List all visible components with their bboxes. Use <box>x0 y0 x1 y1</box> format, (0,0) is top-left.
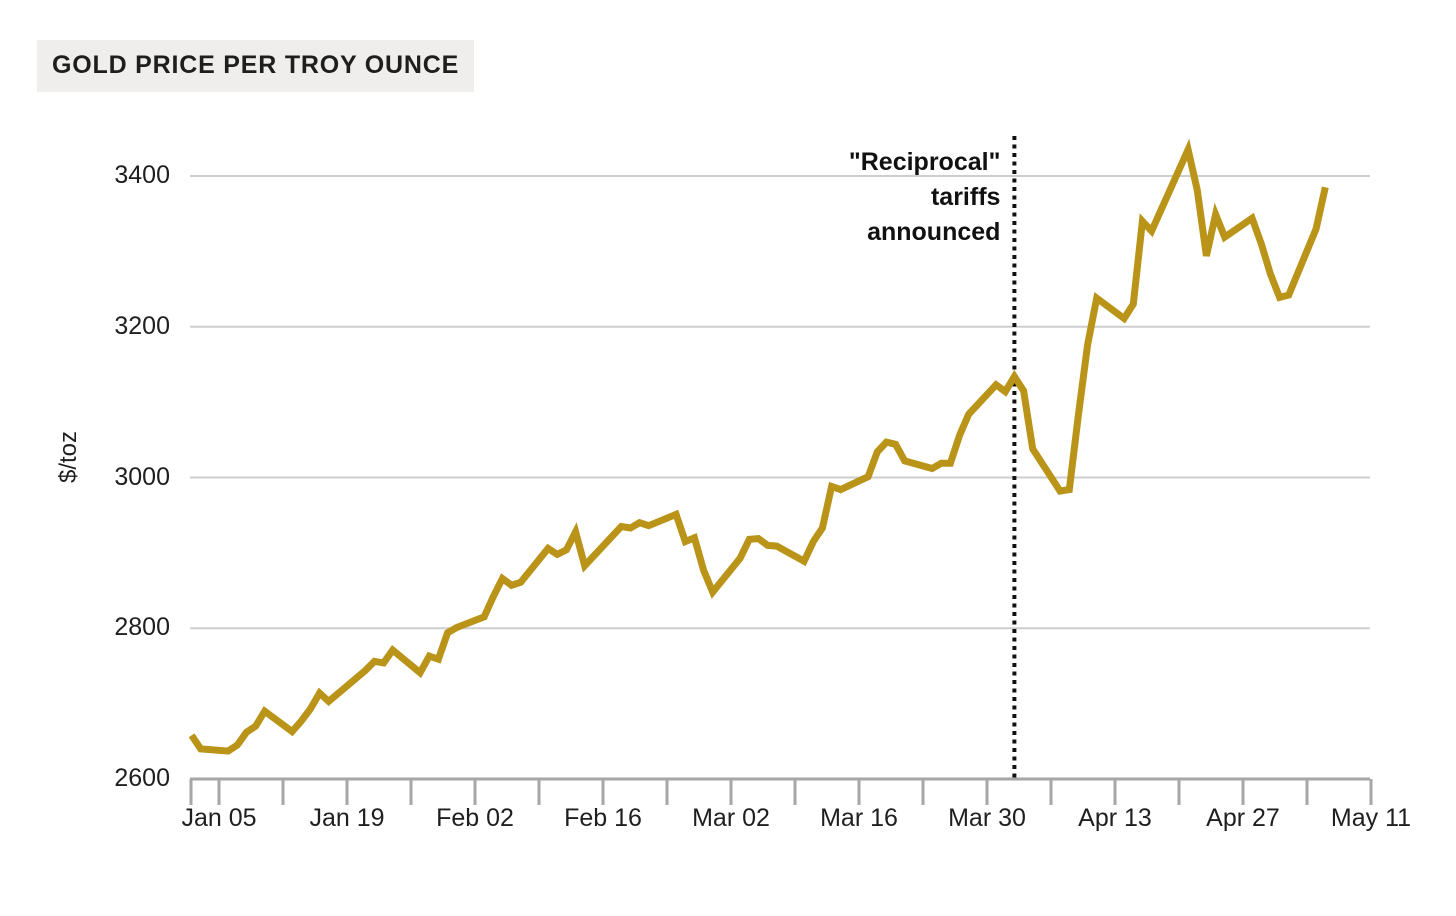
x-tick-label-apr-13: Apr 13 <box>1078 804 1152 832</box>
y-tick-label-2600: 2600 <box>114 764 170 792</box>
x-tick-label-mar-02: Mar 02 <box>692 804 770 832</box>
tariffs-annotation-line-2: tariffs <box>930 183 1001 211</box>
x-tick-label-jan-19: Jan 19 <box>309 804 385 832</box>
x-tick-label-apr-27: Apr 27 <box>1206 804 1280 832</box>
gold-price-line <box>188 138 1329 755</box>
chart-title: GOLD PRICE PER TROY OUNCE <box>37 40 475 92</box>
tariffs-annotation: "Reciprocal" tariffs announced <box>849 145 1001 250</box>
horizontal-gridlines <box>190 175 1370 630</box>
x-tick-label-may-11: May 11 <box>1330 804 1412 832</box>
x-tick-label-mar-16: Mar 16 <box>820 804 898 832</box>
x-tick-label-mar-30: Mar 30 <box>948 804 1026 832</box>
y-tick-label-3200: 3200 <box>114 311 170 340</box>
x-tick-label-feb-02: Feb 02 <box>436 804 514 832</box>
y-tick-label-3000: 3000 <box>114 462 170 491</box>
tariffs-annotation-line-1: "Reciprocal" <box>848 148 1001 176</box>
y-tick-label-2800: 2800 <box>114 613 170 642</box>
x-tick-label-jan-05: Jan 05 <box>181 804 257 832</box>
x-axis <box>189 777 1373 805</box>
x-tick-label-feb-16: Feb 16 <box>564 804 642 832</box>
tariffs-annotation-line-3: announced <box>867 218 1001 246</box>
y-tick-label-3400: 3400 <box>114 161 170 189</box>
